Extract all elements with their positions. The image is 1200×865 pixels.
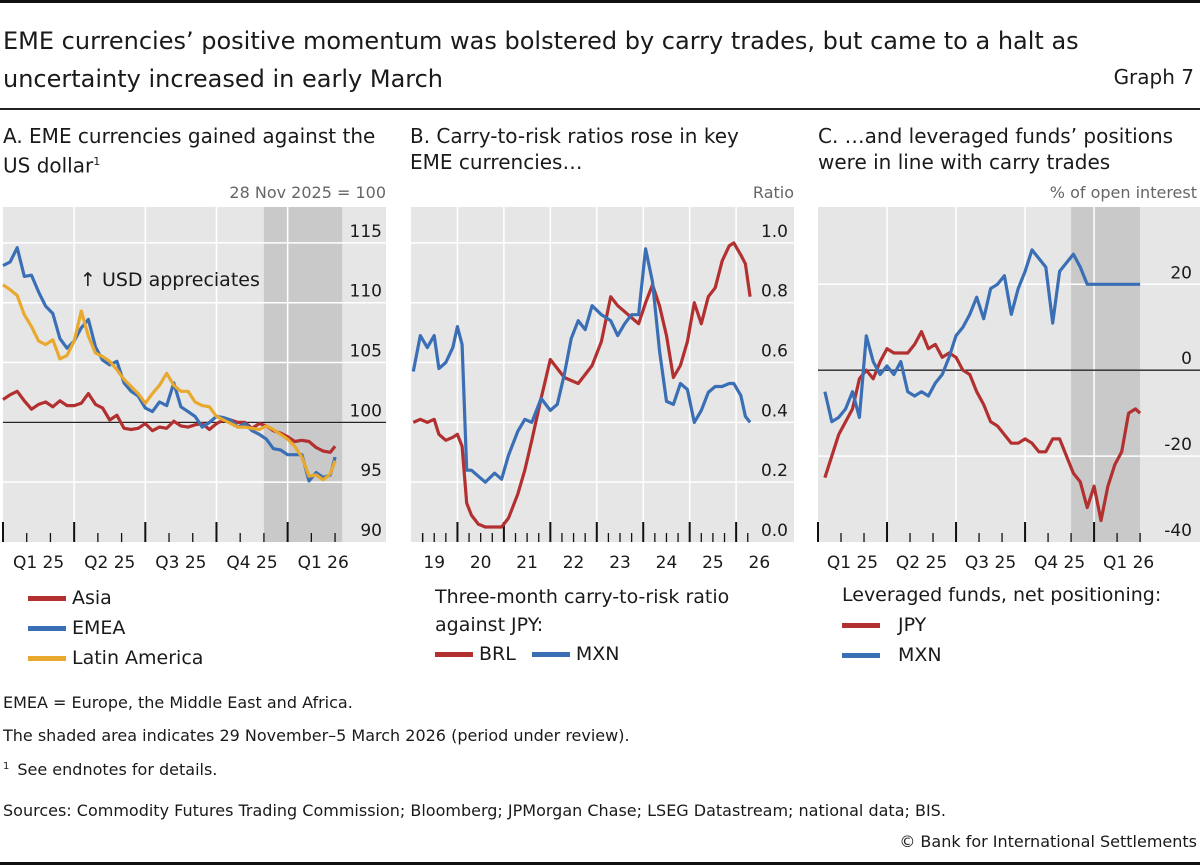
series-line-latin-america <box>2 283 337 482</box>
legend-label: MXN <box>898 644 942 666</box>
x-tick-label: 24 <box>656 553 678 573</box>
x-tick-label: 21 <box>516 553 538 573</box>
graph-title: EME currencies’ positive momentum was bo… <box>3 27 1079 93</box>
panel-c-legend-title: Leveraged funds, net positioning: <box>842 584 1162 606</box>
panel-b-unit: Ratio <box>752 183 794 202</box>
legend-label: Latin America <box>72 647 204 669</box>
note-shaded: The shaded area indicates 29 November–5 … <box>3 726 630 745</box>
footnote-text: See endnotes for details. <box>17 760 218 779</box>
panel-b-legend-items: BRL MXN <box>435 639 765 669</box>
series-line-brl <box>412 241 752 529</box>
panel-b-legend: Three-month carry-to-risk ratio against … <box>435 583 765 669</box>
legend-label-brl: BRL <box>479 643 516 665</box>
legend-swatch-latin-america <box>28 656 66 661</box>
y-tick-label: 115 <box>350 222 382 242</box>
copyright: © Bank for International Settlements <box>899 832 1197 851</box>
x-tick-label: Q4 25 <box>226 553 277 573</box>
legend-swatch-asia <box>28 596 66 601</box>
note-sources: Sources: Commodity Futures Trading Commi… <box>3 801 946 820</box>
panel-b-chart: 0.0 0.2 0.4 0.6 0.8 1.0 19 20 21 22 23 24 25 26 <box>411 207 794 573</box>
x-tick-label: Q2 25 <box>84 553 135 573</box>
legend-label: JPY <box>898 614 927 636</box>
usd-appreciates-annotation: ↑ USD appreciates <box>80 269 260 291</box>
x-tick-label: Q3 25 <box>155 553 206 573</box>
legend-swatch-mxn <box>531 652 570 657</box>
x-tick-label: 19 <box>423 553 445 573</box>
legend-swatch-brl <box>435 652 473 657</box>
x-tick-label: Q1 26 <box>298 553 349 573</box>
x-tick-label: Q1 25 <box>13 553 64 573</box>
series-line-mxn <box>411 247 752 484</box>
y-tick-label: -20 <box>1164 435 1192 455</box>
note-emea: EMEA = Europe, the Middle East and Afric… <box>3 693 353 712</box>
y-tick-label: 0.2 <box>761 461 788 481</box>
panel-a-legend: Asia EMEA Latin America <box>28 583 203 673</box>
note-footnote: 1 See endnotes for details. <box>3 760 217 779</box>
panel-a-chart: 90 95 100 105 110 115 Q1 25 Q2 25 Q3 25 Q4 25 Q1 2… <box>2 207 386 573</box>
x-tick-label: 25 <box>702 553 724 573</box>
y-tick-label: 95 <box>360 461 382 481</box>
legend-swatch-mxn <box>842 653 880 658</box>
y-tick-label: 1.0 <box>761 222 788 242</box>
legend-label: EMEA <box>72 617 126 639</box>
y-tick-label: -40 <box>1164 521 1192 541</box>
panel-c-legend: Leveraged funds, net positioning: JPY MX… <box>842 580 1192 670</box>
shaded-period <box>263 207 343 542</box>
x-tick-label: 20 <box>470 553 492 573</box>
x-tick-label: Q3 25 <box>965 553 1016 573</box>
legend-item-jpy: JPY <box>842 610 1192 640</box>
panel-a-title: A. EME currencies gained against the US … <box>3 123 393 179</box>
legend-swatch-jpy <box>842 623 880 628</box>
legend-item-emea: EMEA <box>28 613 203 643</box>
legend-item-asia: Asia <box>28 583 203 613</box>
bottom-border <box>0 862 1200 865</box>
y-tick-label: 0.8 <box>761 282 788 302</box>
panel-a-footnote-mark: 1 <box>93 155 101 168</box>
y-tick-label: 0.0 <box>761 521 788 541</box>
legend-label-mxn: MXN <box>575 643 620 665</box>
series-line-emea <box>2 246 337 483</box>
y-tick-label: 110 <box>350 282 382 302</box>
x-tick-label: 23 <box>609 553 631 573</box>
x-tick-label: Q1 26 <box>1103 553 1154 573</box>
panel-a-unit: 28 Nov 2025 = 100 <box>229 183 386 202</box>
panel-c-title: C. …and leveraged funds’ positions were … <box>818 124 1174 174</box>
panel-b-title: B. Carry-to-risk ratios rose in key EME … <box>410 124 739 174</box>
y-tick-label: 0 <box>1181 349 1192 369</box>
legend-swatch-emea <box>28 626 66 631</box>
legend-item-mxn: MXN <box>842 640 1192 670</box>
legend-item-latin-america: Latin America <box>28 643 203 673</box>
y-tick-label: 20 <box>1170 263 1192 283</box>
title-rule <box>0 108 1200 110</box>
panel-a-title-text: A. EME currencies gained against the US … <box>3 124 376 178</box>
footnote-mark: 1 <box>3 760 10 772</box>
y-tick-label: 105 <box>350 342 382 362</box>
y-tick-label: 90 <box>360 521 382 541</box>
x-tick-label: Q4 25 <box>1034 553 1085 573</box>
legend-label: Asia <box>72 587 112 609</box>
x-tick-label: 26 <box>749 553 771 573</box>
series-line-mxn <box>823 248 1141 424</box>
x-tick-label: 22 <box>563 553 585 573</box>
panel-b-legend-title: Three-month carry-to-risk ratio against … <box>435 586 730 636</box>
x-tick-label: Q2 25 <box>896 553 947 573</box>
graph-number: Graph 7 <box>1113 65 1194 89</box>
top-border <box>0 0 1200 3</box>
y-tick-label: 0.6 <box>761 342 788 362</box>
y-tick-label: 100 <box>350 401 382 421</box>
panel-c-unit: % of open interest <box>1049 183 1197 202</box>
x-tick-label: Q1 25 <box>827 553 878 573</box>
y-tick-label: 0.4 <box>761 401 788 421</box>
plot-background <box>411 207 794 542</box>
panel-c-chart: -40 -20 0 20 Q1 25 Q2 25 Q3 25 Q4 25 Q1 26 <box>817 207 1200 573</box>
